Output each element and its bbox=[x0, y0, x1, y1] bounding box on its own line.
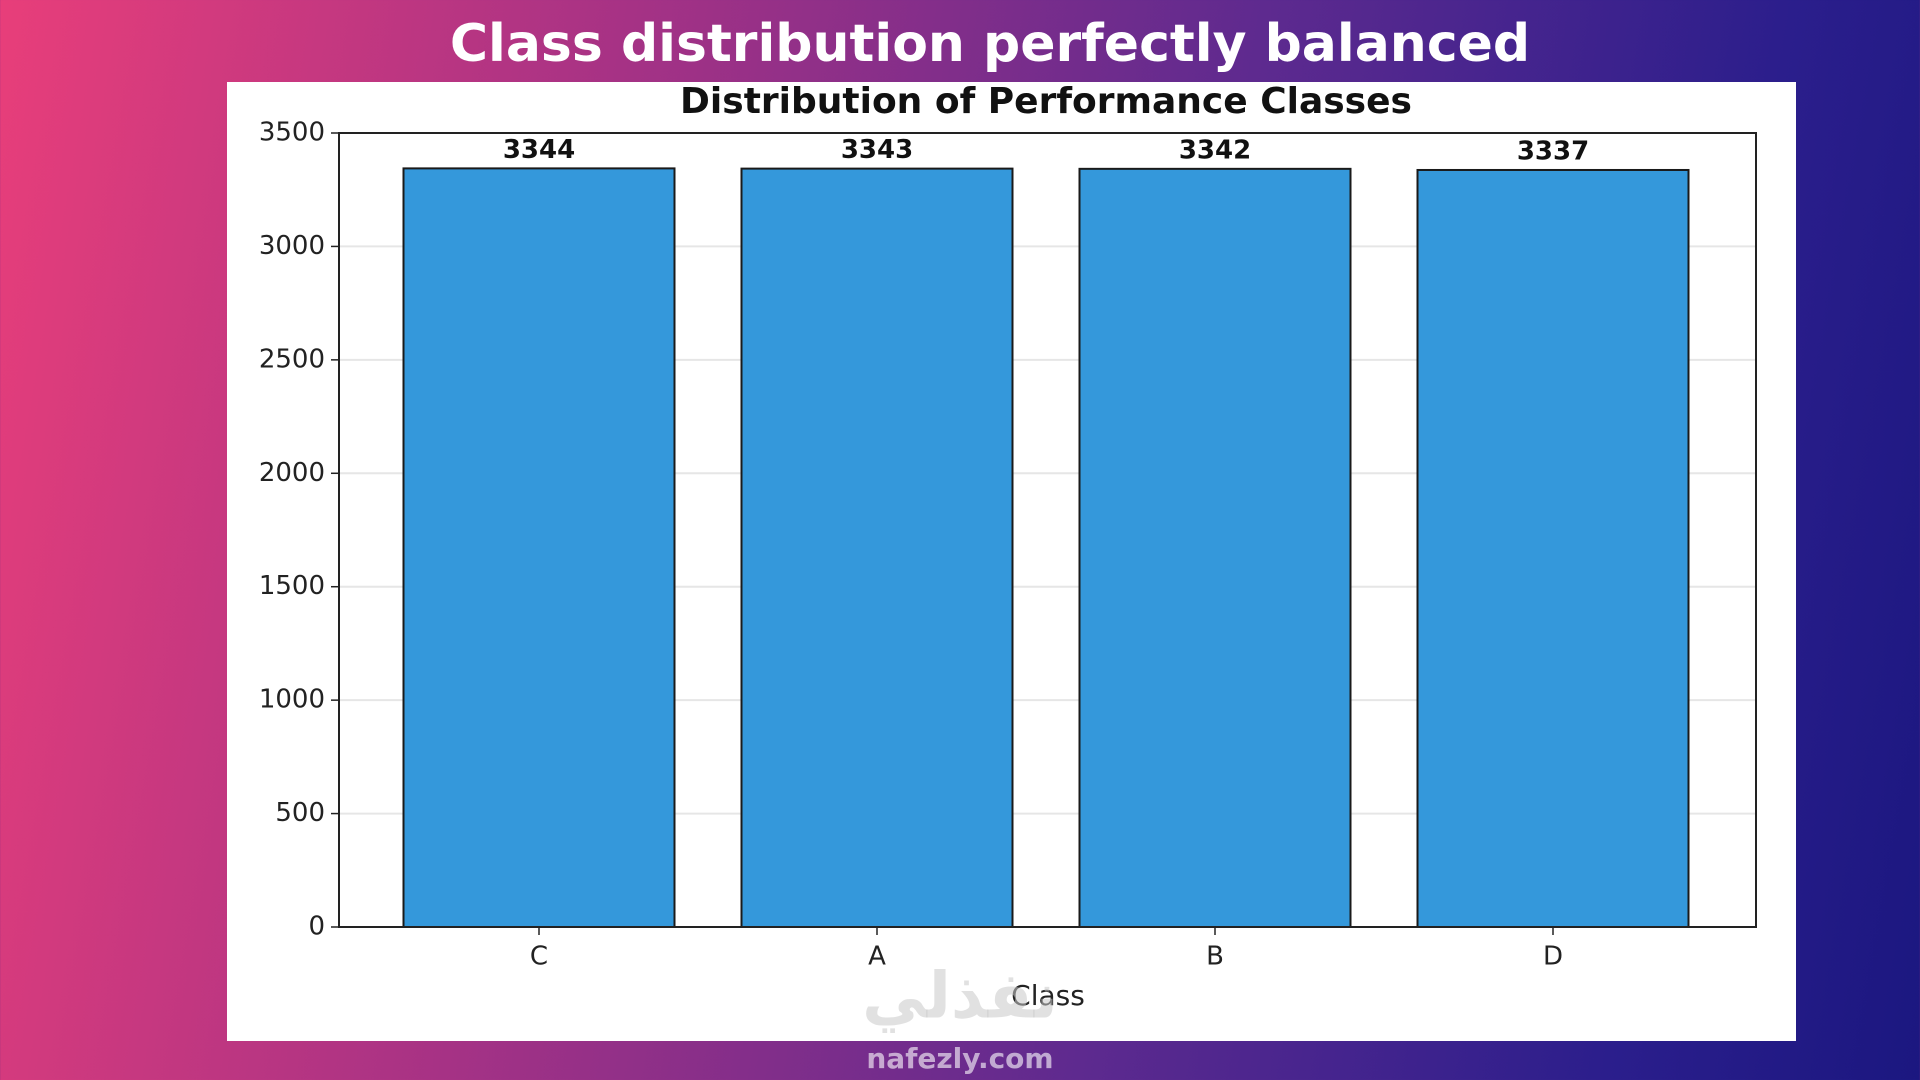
y-tick-label: 1500 bbox=[259, 571, 325, 601]
watermark-latin: nafezly.com bbox=[866, 1042, 1053, 1075]
bar bbox=[1416, 168, 1690, 928]
plot-frame bbox=[338, 132, 1757, 928]
bar bbox=[1078, 167, 1352, 928]
y-tick-label: 2000 bbox=[259, 458, 325, 488]
bar bbox=[740, 167, 1014, 928]
y-tick-label: 1000 bbox=[259, 685, 325, 715]
y-tick-label: 500 bbox=[275, 798, 325, 828]
y-tick-label: 2500 bbox=[259, 344, 325, 374]
value-label: 3342 bbox=[1179, 135, 1251, 165]
y-tick-label: 3500 bbox=[259, 118, 325, 148]
x-tick-label: A bbox=[868, 942, 886, 972]
value-label: 3344 bbox=[503, 135, 575, 165]
plot: 0 500 1000 1500 2000 2500 3000 3500 3344 C 3343 A 33… bbox=[259, 118, 1757, 972]
x-tick-label: B bbox=[1206, 942, 1224, 972]
y-tick-label: 0 bbox=[308, 912, 325, 942]
slide-title: Class distribution perfectly balanced bbox=[450, 14, 1530, 74]
value-label: 3337 bbox=[1517, 136, 1589, 166]
value-label: 3343 bbox=[841, 135, 913, 165]
watermark-arabic: نفذلي bbox=[862, 960, 1058, 1034]
chart-title: Distribution of Performance Classes bbox=[680, 81, 1412, 122]
x-tick-label: D bbox=[1543, 942, 1563, 972]
y-tick-label: 3000 bbox=[259, 231, 325, 261]
x-axis-label: Class bbox=[1011, 979, 1085, 1012]
x-tick-label: C bbox=[530, 942, 548, 972]
bar bbox=[402, 167, 676, 928]
